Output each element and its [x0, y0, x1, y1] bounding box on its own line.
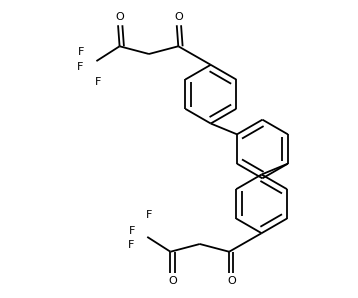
Text: O: O [116, 12, 125, 21]
Text: F: F [77, 62, 83, 72]
Text: F: F [129, 226, 136, 236]
Text: F: F [128, 240, 134, 250]
Text: O: O [168, 277, 177, 286]
Text: O: O [175, 12, 183, 21]
Text: F: F [95, 77, 101, 87]
Text: F: F [146, 210, 152, 220]
Text: O: O [227, 277, 236, 286]
Text: F: F [78, 47, 85, 58]
